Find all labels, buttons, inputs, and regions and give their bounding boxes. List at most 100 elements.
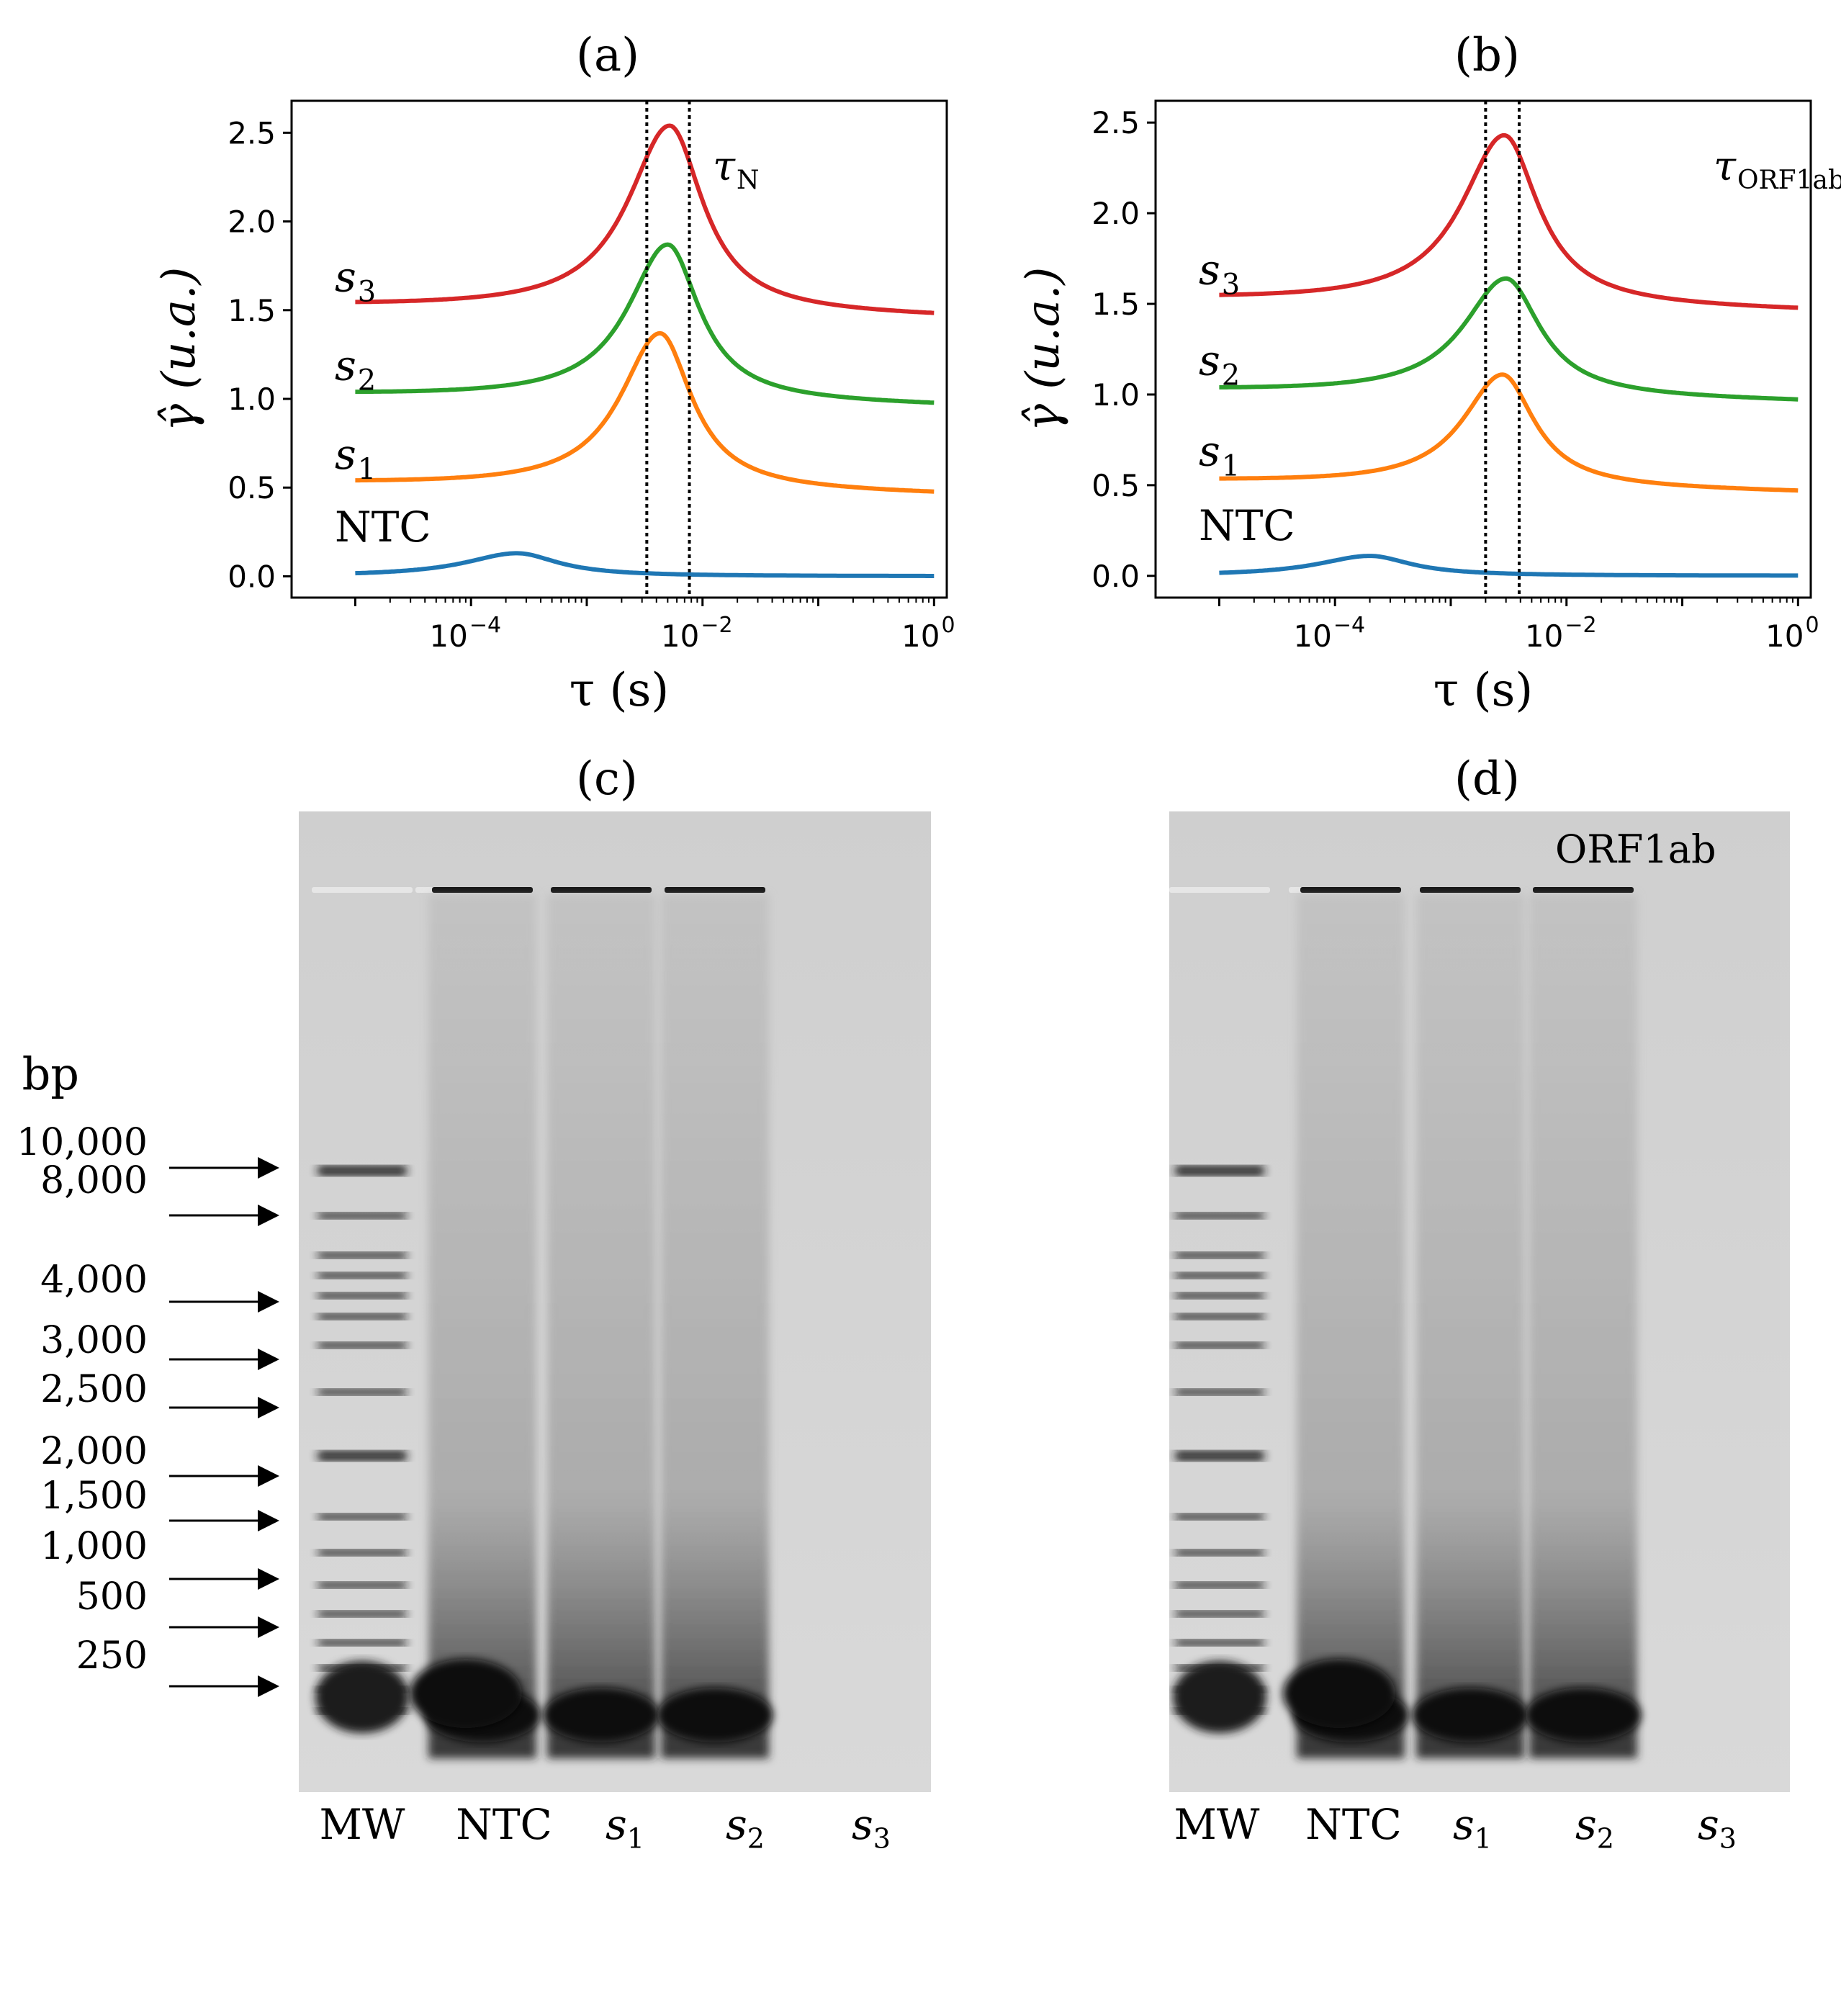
ladder-band <box>1175 1549 1264 1556</box>
y-tick-label: 1.5 <box>1091 287 1140 322</box>
ladder-band <box>1175 1166 1264 1176</box>
ladder-band <box>1175 1611 1264 1617</box>
bp-label: 2,000 <box>40 1430 148 1473</box>
gel-band <box>1526 1688 1641 1742</box>
x-tick-label: 10−4 <box>429 613 501 654</box>
y-tick-label: 2.5 <box>228 115 276 150</box>
gel-smear <box>1416 894 1524 1758</box>
bp-label: 2,500 <box>40 1368 148 1411</box>
bp-label: 8,000 <box>40 1159 148 1202</box>
panel-a-label: (a) <box>576 29 640 82</box>
plot-frame <box>290 99 948 599</box>
lane-label: s2 <box>1575 1800 1614 1855</box>
series-label-s1: s1 <box>335 430 376 486</box>
bp-label: 1,000 <box>40 1525 148 1568</box>
ladder-band <box>318 1611 407 1617</box>
bp-label: 10,000 <box>17 1121 148 1164</box>
y-tick-label: 2.0 <box>228 204 276 240</box>
ladder-band <box>1175 1639 1264 1646</box>
y-tick-label: 0.0 <box>1091 559 1140 594</box>
plot-frame <box>1154 99 1812 599</box>
x-tick-label: 10−4 <box>1293 613 1365 654</box>
y-tick-label: 0.5 <box>1091 468 1140 503</box>
bp-label: 4,000 <box>40 1259 148 1302</box>
series-label-s1: s1 <box>1199 427 1240 483</box>
ladder-band <box>318 1389 407 1395</box>
gel-smear <box>428 894 536 1758</box>
gel-band <box>1413 1688 1528 1742</box>
series-line-s1 <box>1219 372 1799 493</box>
tau-annotation: τORF1ab <box>1714 143 1841 195</box>
lane-label: s1 <box>606 1800 644 1855</box>
series-line-NTC <box>1219 554 1799 578</box>
ladder-band <box>1175 1342 1264 1349</box>
lane-label: NTC <box>1305 1800 1402 1849</box>
gel-band <box>657 1688 773 1742</box>
series-line-s3 <box>355 123 935 315</box>
x-axis-label: τ (s) <box>570 664 670 717</box>
y-tick-label: 0.0 <box>228 559 276 594</box>
ladder-bottom <box>1173 1661 1266 1733</box>
gel-smear <box>661 894 769 1758</box>
bp-arrows <box>169 1157 279 1697</box>
y-tick-label: 2.0 <box>1091 196 1140 231</box>
panel-c-label: (c) <box>576 752 638 806</box>
lane-label: NTC <box>456 1800 552 1849</box>
ladder-band <box>1175 1389 1264 1395</box>
x-axis-label: τ (s) <box>1433 664 1534 717</box>
gel-well <box>1169 887 1270 893</box>
lane-label: s1 <box>1453 1800 1492 1855</box>
ladder-band <box>318 1549 407 1556</box>
bp-label: 1,500 <box>40 1475 148 1518</box>
lane-label: s3 <box>1698 1800 1737 1855</box>
gel-smear <box>547 894 655 1758</box>
gel-ntc-band <box>410 1659 522 1728</box>
x-tick-label: 100 <box>901 613 955 654</box>
series-label-s2: s2 <box>1199 336 1240 392</box>
series-label-s3: s3 <box>335 252 376 308</box>
series-label-s2: s2 <box>335 341 376 397</box>
gel-smear <box>1297 894 1405 1758</box>
x-tick-label: 10−2 <box>661 613 733 654</box>
ladder-band <box>318 1252 407 1259</box>
bp-label: 250 <box>76 1634 148 1678</box>
ladder-band <box>1175 1292 1264 1299</box>
series-line-s3 <box>1219 132 1799 310</box>
ladder-band <box>1175 1272 1264 1279</box>
series-line-NTC <box>355 551 935 578</box>
ladder-band <box>1175 1252 1264 1259</box>
bp-title: bp <box>22 1048 79 1100</box>
gel-ntc-band <box>1283 1659 1395 1728</box>
y-axis-label: γ̂ (u.a.) <box>153 267 206 432</box>
ladder-band <box>318 1313 407 1320</box>
y-tick-label: 1.5 <box>228 293 276 328</box>
ladder-band <box>1175 1212 1264 1219</box>
lane-label: MW <box>319 1800 405 1849</box>
series-label-NTC: NTC <box>335 503 431 552</box>
y-axis-label: γ̂ (u.a.) <box>1017 267 1070 432</box>
ladder-band <box>1175 1513 1264 1520</box>
ladder-band <box>318 1342 407 1349</box>
ladder-band <box>318 1166 407 1176</box>
chart-a: 0.0 0.5 1.0 1.5 2.0 2.5 10−4 10−2 100 τ (s) γ̂ (u.… <box>153 99 955 717</box>
gene-label-orf1ab: ORF1ab <box>1555 827 1716 872</box>
gel-well <box>1420 887 1521 893</box>
bp-label: 500 <box>76 1575 148 1619</box>
lane-label: s3 <box>852 1800 891 1855</box>
ladder-band <box>318 1451 407 1461</box>
y-tick-label: 2.5 <box>1091 105 1140 140</box>
series-label-NTC: NTC <box>1199 501 1295 550</box>
x-tick-label: 100 <box>1765 613 1819 654</box>
gel-well <box>312 887 413 893</box>
ladder-band <box>318 1513 407 1520</box>
ladder-band <box>1175 1582 1264 1588</box>
ladder-band <box>318 1582 407 1588</box>
ladder-band <box>318 1639 407 1646</box>
gel-smear <box>1529 894 1637 1758</box>
gel-image-c <box>299 811 931 1792</box>
x-tick-label: 10−2 <box>1525 613 1597 654</box>
chart-b: 0.0 0.5 1.0 1.5 2.0 2.5 10−4 10−2 100 τ (s) γ̂ (u.… <box>1017 99 1841 717</box>
bp-label: 3,000 <box>40 1319 148 1362</box>
panel-b-label: (b) <box>1454 29 1520 82</box>
ladder-band <box>318 1292 407 1299</box>
